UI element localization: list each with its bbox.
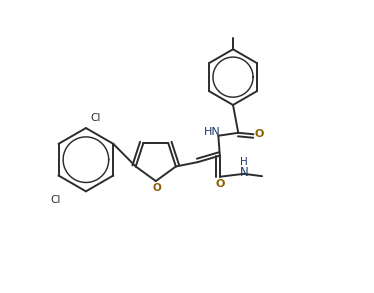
Text: N: N [240,166,249,178]
Text: O: O [153,183,162,193]
Text: O: O [215,179,224,189]
Text: H: H [240,157,248,167]
Text: Cl: Cl [51,195,61,205]
Text: Cl: Cl [91,113,101,123]
Text: O: O [254,129,263,139]
Text: HN: HN [203,127,220,137]
